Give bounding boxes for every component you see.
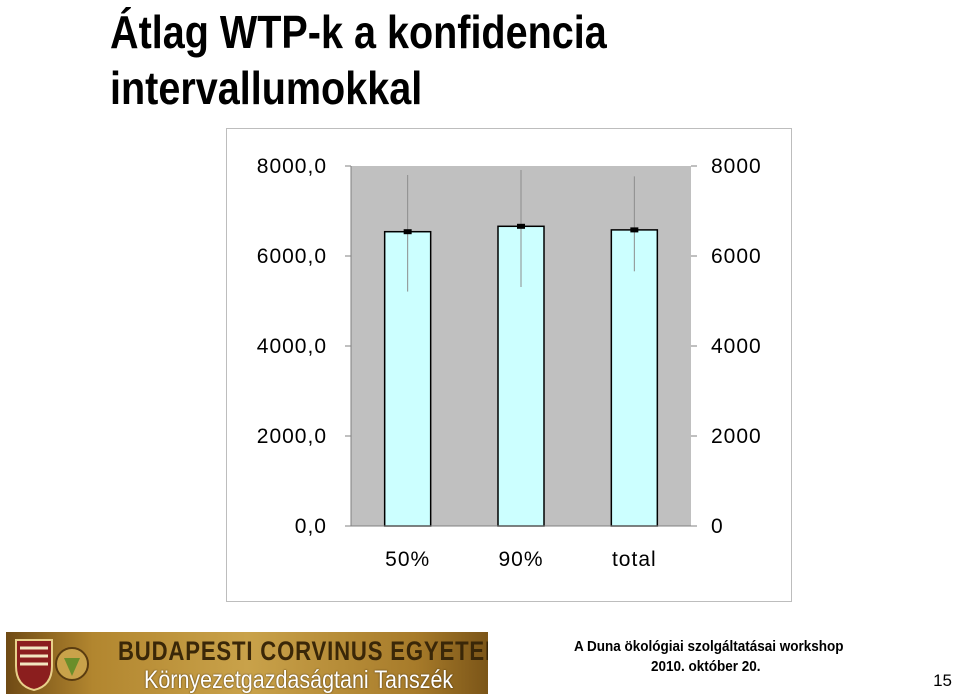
wtp-bar-chart: 8000,0 8000 6000,0 6000 4000,0 4000 2000,0 2000… — [257, 155, 762, 571]
mean-marker-2 — [630, 227, 639, 233]
page-number: 15 — [933, 671, 952, 690]
y-tick-label-left: 0,0 — [295, 515, 327, 538]
y-tick-label-left: 4000,0 — [257, 335, 327, 358]
university-crest-icon — [15, 639, 89, 692]
department-name: Környezetgazdaságtani Tanszék — [144, 666, 454, 694]
mean-marker-0 — [403, 229, 412, 235]
university-name: BUDAPESTI CORVINUS EGYETEM — [118, 636, 488, 666]
y-tick-label-left: 8000,0 — [257, 155, 327, 178]
y-tick-label-right: 0 — [711, 515, 724, 538]
mean-marker-1 — [517, 223, 525, 229]
x-tick-label: total — [612, 548, 657, 571]
y-tick-label-left: 2000,0 — [257, 425, 327, 448]
workshop-title: A Duna ökológiai szolgáltatásai workshop — [574, 638, 844, 655]
y-tick-label-left: 6000,0 — [257, 245, 327, 268]
y-tick-label-right: 2000 — [711, 425, 762, 448]
y-tick-label-right: 6000 — [711, 245, 762, 268]
bar-0 — [383, 230, 432, 527]
y-tick-label-right: 8000 — [711, 155, 762, 178]
chart-frame: 8000,0 8000 6000,0 6000 4000,0 4000 2000,0 2000… — [226, 128, 792, 602]
x-tick-label: 90% — [498, 548, 543, 571]
y-tick-label-right: 4000 — [711, 335, 762, 358]
slide-title: Átlag WTP-k a konfidencia intervallumokk… — [110, 6, 607, 114]
x-tick-label: 50% — [385, 548, 430, 571]
workshop-date: 2010. október 20. — [651, 658, 761, 675]
university-banner: BUDAPESTI CORVINUS EGYETEM Környezetgazd… — [6, 632, 488, 694]
bar-2 — [610, 229, 659, 527]
